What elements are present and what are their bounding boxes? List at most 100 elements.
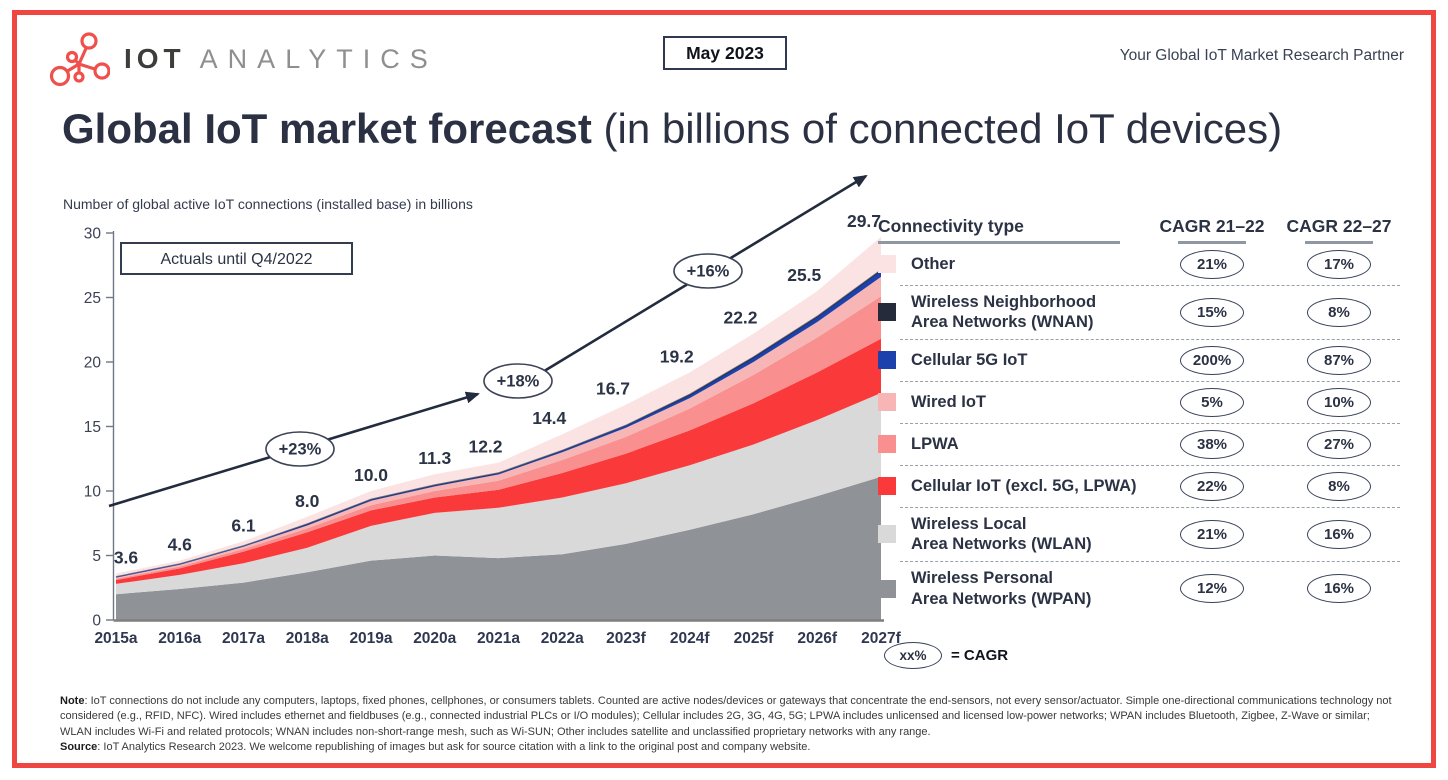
- connectivity-table: Connectivity type CAGR 21–22 CAGR 22–27 …: [878, 216, 1400, 615]
- total-label: 22.2: [723, 308, 757, 328]
- row-divider: [900, 561, 1400, 562]
- footnote-source: Source: IoT Analytics Research 2023. We …: [60, 740, 1394, 755]
- cagr-key: xx% = CAGR: [884, 642, 1008, 669]
- x-tick-label: 2018a: [286, 630, 329, 647]
- chart-axis-caption: Number of global active IoT connections …: [63, 196, 473, 212]
- column-header-cagr-21-22: CAGR 21–22: [1159, 216, 1265, 236]
- legend-row-lpwa: LPWA 38% 27%: [878, 424, 1400, 465]
- column-header-cagr-22-27: CAGR 22–27: [1286, 216, 1392, 236]
- area-wireless-local-area-networks-wlan: [116, 392, 881, 595]
- growth-oval: [673, 253, 743, 289]
- cagr-key-oval: xx%: [884, 642, 942, 669]
- cagr-21-22-badge: 200%: [1180, 345, 1244, 375]
- area-other: [116, 236, 881, 577]
- legend-label: Wireless Local Area Networks (WLAN): [911, 514, 1092, 554]
- x-tick-label: 2021a: [477, 630, 520, 647]
- cagr-21-22-badge: 15%: [1180, 297, 1244, 327]
- cagr-21-22-badge: 21%: [1180, 249, 1244, 279]
- note-label: Note: [60, 695, 85, 707]
- x-tick-label: 2024f: [670, 630, 710, 647]
- growth-oval-label: +16%: [687, 263, 730, 281]
- cagr-21-22-badge: 38%: [1180, 429, 1244, 459]
- cagr-21-22-badge: 12%: [1180, 574, 1244, 604]
- network-nodes-icon: [49, 32, 110, 87]
- growth-oval-label: +23%: [279, 441, 322, 459]
- legend-row-cellular-5g-iot: Cellular 5G IoT 200% 87%: [878, 340, 1400, 381]
- y-tick-label: 15: [84, 419, 101, 436]
- x-tick-label: 2022a: [541, 630, 584, 647]
- date-badge: May 2023: [663, 36, 787, 70]
- source-text: : IoT Analytics Research 2023. We welcom…: [97, 741, 811, 754]
- total-label: 14.4: [532, 408, 566, 428]
- footnote-note: Note: IoT connections do not include any…: [60, 694, 1394, 740]
- row-divider: [900, 506, 1400, 508]
- row-divider: [900, 338, 1400, 340]
- y-tick-label: 10: [84, 484, 102, 501]
- line-cellular-5g-iot: [115, 270, 882, 578]
- growth-arrow-1: [108, 391, 480, 508]
- legend-color-swatch: [878, 525, 896, 544]
- y-tick-label: 20: [84, 355, 102, 372]
- header-underline: [1305, 241, 1373, 244]
- legend-color-swatch: [878, 393, 896, 412]
- legend-color-swatch: [878, 303, 896, 322]
- row-divider: [900, 464, 1400, 466]
- area-wired-iot: [116, 276, 881, 579]
- legend-row-wired-iot: Wired IoT 5% 10%: [878, 382, 1400, 423]
- forecast-chart: 0 5 10 15 20 25 30 2015a 2016a 2017a 2018a 2019a 202…: [84, 174, 902, 647]
- x-tick-label: 2025f: [734, 630, 774, 647]
- cagr-22-27-badge: 10%: [1307, 387, 1371, 417]
- x-tick-label: 2020a: [413, 630, 456, 647]
- actuals-box-label: Actuals until Q4/2022: [160, 251, 312, 268]
- legend-label: Wireless Personal Area Networks (WPAN): [911, 569, 1092, 608]
- cagr-22-27-badge: 17%: [1307, 249, 1371, 279]
- cagr-22-27-badge: 8%: [1307, 471, 1371, 501]
- total-label: 19.2: [660, 346, 694, 366]
- iot-analytics-logo: IOT ANALYTICS: [46, 30, 438, 88]
- line-wireless-neighborhood-area-networks-wnan: [115, 268, 882, 577]
- column-header-type: Connectivity type: [878, 216, 1024, 236]
- legend-label: LPWA: [911, 434, 959, 453]
- legend-row-cellular-iot-excl-5g-lpwa: Cellular IoT (excl. 5G, LPWA) 22% 8%: [878, 466, 1400, 507]
- cagr-21-22-badge: 5%: [1180, 387, 1244, 417]
- x-tick-label: 2017a: [222, 630, 265, 647]
- x-tick-label: 2023f: [606, 630, 646, 647]
- row-divider: [900, 380, 1400, 382]
- growth-oval: [483, 363, 553, 399]
- page-title-main: Global IoT market forecast: [62, 105, 592, 152]
- header-underline: [1178, 241, 1246, 244]
- area-wireless-personal-area-networks-wpan: [116, 476, 881, 620]
- growth-arrow-2: [540, 174, 868, 375]
- legend-row-wireless-local: Wireless Local Area Networks (WLAN) 21% 16…: [878, 508, 1400, 561]
- area-cellular-5g-iot: [116, 271, 881, 577]
- legend-row-wireless-neighborhood: Wireless Neighborhood Area Networks (WNA…: [878, 286, 1400, 339]
- page-title: Global IoT market forecast (in billions …: [62, 105, 1282, 152]
- total-label: 29.7: [847, 211, 881, 231]
- total-label: 11.3: [418, 448, 451, 468]
- connectivity-table-header: Connectivity type CAGR 21–22 CAGR 22–27: [878, 216, 1400, 244]
- logo-text-iot: IOT: [124, 43, 186, 74]
- tagline: Your Global IoT Market Research Partner: [1119, 47, 1404, 64]
- y-tick-label: 0: [92, 613, 101, 630]
- area-lpwa: [116, 296, 881, 581]
- cagr-22-27-badge: 8%: [1307, 297, 1371, 327]
- legend-label: Cellular IoT (excl. 5G, LPWA): [911, 476, 1137, 495]
- total-label: 25.5: [787, 265, 821, 285]
- total-label: 3.6: [114, 548, 139, 568]
- x-tick-label: 2026f: [797, 630, 837, 647]
- cagr-key-text: = CAGR: [951, 647, 1009, 664]
- footnote: Note: IoT connections do not include any…: [60, 694, 1394, 756]
- logo-text-analytics: ANALYTICS: [199, 43, 438, 74]
- cagr-22-27-badge: 27%: [1307, 429, 1371, 459]
- cagr-21-22-badge: 22%: [1180, 471, 1244, 501]
- total-label: 10.0: [354, 465, 388, 485]
- area-wireless-neighborhood-area-networks-wnan: [116, 269, 881, 577]
- y-tick-label: 5: [92, 548, 101, 565]
- cagr-22-27-badge: 16%: [1307, 519, 1371, 549]
- total-label: 6.1: [231, 515, 256, 535]
- legend-row-other: Other 21% 17%: [878, 244, 1400, 285]
- growth-oval: [265, 431, 335, 467]
- legend-color-swatch: [878, 579, 896, 598]
- source-label: Source: [60, 741, 98, 754]
- note-text: : IoT connections do not include any com…: [60, 695, 1392, 738]
